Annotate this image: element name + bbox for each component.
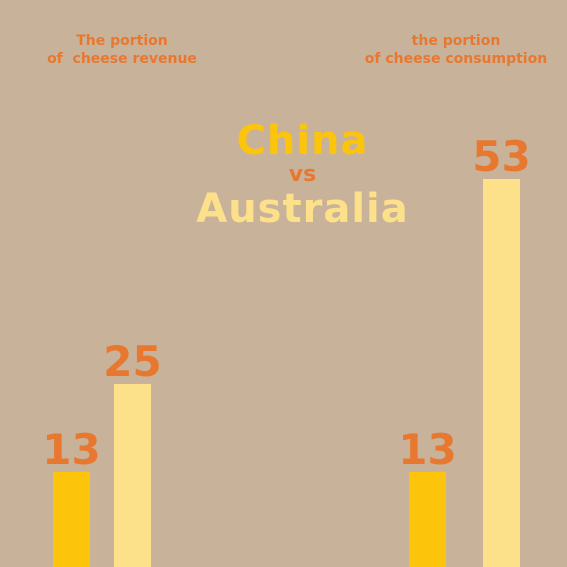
data-label-consumption-australia: 53 xyxy=(472,132,530,181)
bar-consumption-australia xyxy=(483,179,520,567)
headline-china: China xyxy=(236,118,369,164)
headline-vs: vs xyxy=(288,162,317,187)
data-label-revenue-china: 13 xyxy=(42,425,100,474)
bar-revenue-china xyxy=(53,471,90,567)
bar-consumption-china xyxy=(409,471,446,567)
panel-title-consumption: the portion of cheese consumption xyxy=(364,33,548,67)
bar-revenue-australia xyxy=(114,383,151,567)
panel-title-revenue: The portion of cheese revenue xyxy=(47,33,197,67)
data-label-revenue-australia: 25 xyxy=(103,337,161,386)
headline: China vs Australia xyxy=(150,118,455,232)
headline-australia: Australia xyxy=(196,186,409,232)
data-label-consumption-china: 13 xyxy=(398,425,456,474)
